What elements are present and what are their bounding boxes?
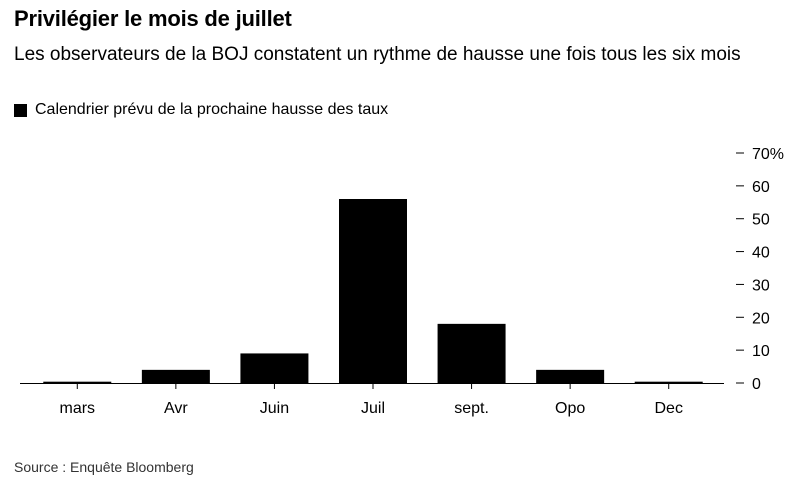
source-note: Source : Enquête Bloomberg <box>14 459 194 475</box>
y-tick-label: 50 <box>752 212 770 229</box>
x-tick-label: Opo <box>555 400 585 417</box>
legend-swatch <box>14 103 27 117</box>
y-tick-label: 70% <box>752 146 784 163</box>
legend: Calendrier prévu de la prochaine hausse … <box>14 101 388 119</box>
y-tick-label: 60 <box>752 179 770 196</box>
chart-title: Privilégier le mois de juillet <box>14 6 292 31</box>
x-tick-label: Dec <box>654 400 682 417</box>
legend-label: Calendrier prévu de la prochaine hausse … <box>35 101 389 118</box>
bar <box>43 381 112 383</box>
bar <box>437 323 506 383</box>
y-tick-label: 30 <box>752 277 770 294</box>
y-tick-label: 20 <box>752 310 770 327</box>
x-tick-label: sept. <box>454 400 489 417</box>
bar <box>141 369 210 383</box>
bar <box>536 369 605 383</box>
y-tick-label: 40 <box>752 245 770 262</box>
y-tick-label: 10 <box>752 343 770 360</box>
chart-subtitle: Les observateurs de la BOJ constatent un… <box>14 44 741 65</box>
x-tick-label: Juil <box>361 400 385 417</box>
x-tick-label: Juin <box>260 400 289 417</box>
y-tick-label: 0 <box>752 376 761 393</box>
bar <box>634 381 703 383</box>
bar <box>240 353 309 383</box>
x-tick-label: Avr <box>164 400 188 417</box>
bar <box>339 199 407 383</box>
x-tick-label: mars <box>60 400 96 417</box>
